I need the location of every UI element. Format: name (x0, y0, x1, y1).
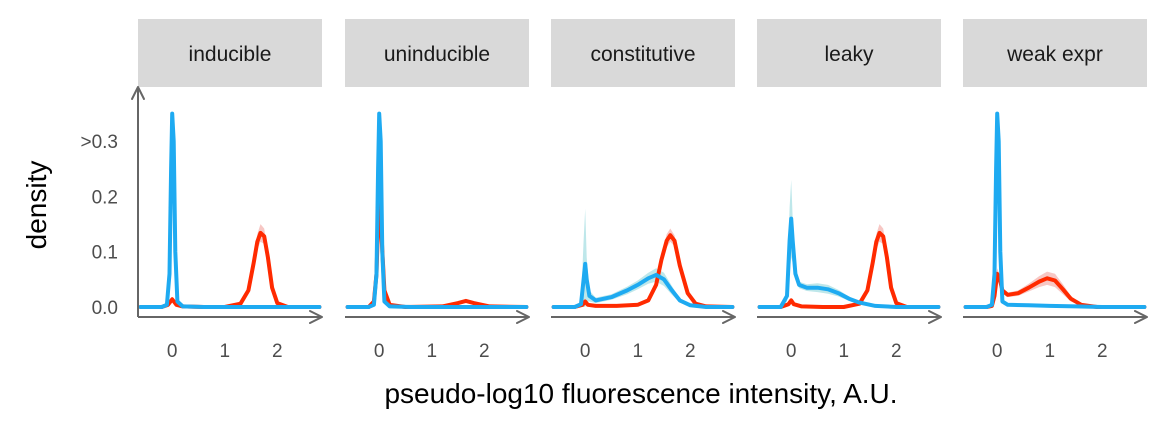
x-tick-label: 0 (786, 341, 797, 362)
blue-density-line (345, 111, 529, 309)
red-density-line (757, 230, 941, 309)
x-tick-label: 1 (219, 341, 230, 362)
y-axis-arrow-icon (131, 86, 145, 100)
x-tick-label: 1 (1044, 341, 1055, 362)
facet-panel: uninducible 0 1 2 (345, 19, 530, 362)
x-tick-label: 2 (891, 341, 902, 362)
y-tick-label: >0.3 (80, 132, 118, 153)
x-tick-label: 2 (479, 341, 490, 362)
facet-strip-label: uninducible (384, 43, 490, 66)
facet-strip-label: weak expr (1006, 43, 1103, 66)
facet-strip-label: constitutive (590, 43, 695, 66)
facet-panel: constitutive 0 1 2 (551, 19, 736, 362)
x-tick-label: 1 (838, 341, 849, 362)
facet-strip-label: leaky (824, 43, 874, 66)
facet-strip (757, 19, 941, 87)
facet-strip-label: inducible (189, 43, 272, 66)
x-axis-arrow-icon (516, 310, 530, 324)
x-tick-label: 1 (632, 341, 643, 362)
blue-density-line (757, 216, 941, 309)
x-tick-label: 2 (685, 341, 696, 362)
y-axis-title: density (21, 161, 52, 250)
x-tick-label: 2 (272, 341, 283, 362)
x-axis-arrow-icon (309, 310, 323, 324)
blue-density-line (963, 111, 1147, 309)
x-tick-label: 2 (1097, 341, 1108, 362)
y-tick-label: 0.2 (92, 187, 118, 208)
facet-panel: inducible 0 1 2 (131, 19, 323, 362)
facet-panel: leaky 0 1 2 (757, 19, 942, 362)
y-tick-label: 0.0 (92, 298, 118, 319)
x-tick-label: 0 (992, 341, 1003, 362)
x-axis-arrow-icon (928, 310, 942, 324)
x-axis-title: pseudo-log10 fluorescence intensity, A.U… (384, 378, 897, 409)
red-density-line (551, 233, 735, 309)
x-tick-label: 0 (374, 341, 385, 362)
facet-strip (551, 19, 735, 87)
y-tick-label: 0.1 (92, 243, 118, 264)
x-tick-label: 1 (426, 341, 437, 362)
x-axis-arrow-icon (722, 310, 736, 324)
facet-strip (345, 19, 529, 87)
x-tick-label: 0 (580, 341, 591, 362)
x-axis-arrow-icon (1134, 310, 1148, 324)
facet-panel: weak expr 0 1 2 (963, 19, 1148, 362)
y-axis-tick-labels: 0.0 0.1 0.2 >0.3 (80, 132, 118, 319)
red-density-line (138, 230, 322, 309)
x-tick-label: 0 (167, 341, 178, 362)
facet-panels: inducible 0 1 2 uninducible 0 1 2 constitutive 0 1… (131, 19, 1148, 362)
facet-strip (963, 19, 1147, 87)
blue-density-line (551, 261, 735, 309)
facet-strip (138, 19, 322, 87)
blue-density-line (138, 111, 322, 309)
